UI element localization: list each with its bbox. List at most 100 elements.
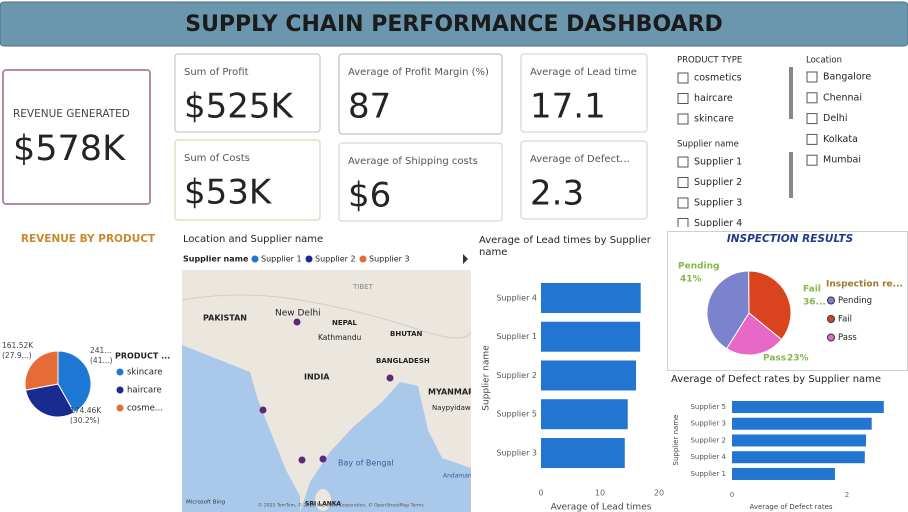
legend-marker [116, 368, 124, 376]
slicer-item: Bangalore [823, 72, 871, 83]
chart-title: Average of Defect rates by Supplier name [671, 374, 881, 385]
kpi-label: Average of Shipping costs [348, 156, 478, 167]
checkbox[interactable] [677, 93, 689, 104]
slice-name: Fail [803, 285, 821, 295]
slicer-item: Kolkata [823, 134, 858, 145]
slicer-item: skincare [694, 114, 734, 125]
kpi-card [174, 139, 321, 221]
checkbox[interactable] [806, 133, 818, 145]
bar [732, 400, 884, 413]
slicer-item: haircare [694, 93, 733, 104]
map-labels: PAKISTAN New Delhi NEPAL TIBET Kathmandu BHUT… [186, 283, 471, 509]
data-label: 23% [787, 354, 809, 364]
map-label: BHUTAN [390, 330, 423, 338]
kpi-value: $6 [348, 176, 391, 216]
legend-marker [827, 296, 835, 305]
x-tick-label: 20 [654, 489, 664, 498]
map-label: © 2025 TomTom, © 2025 Microsoft Corporat… [258, 502, 425, 509]
kpi-value: 87 [348, 87, 391, 127]
y-tick-label: Supplier 3 [690, 420, 726, 428]
legend-marker [116, 386, 124, 394]
legend-entry: Fail [838, 315, 852, 325]
checkbox[interactable] [677, 218, 689, 229]
slicer-item: cosmetics [694, 73, 742, 84]
data-label: 41% [680, 275, 702, 285]
slicer-panel [668, 48, 908, 227]
kpi-label: Average of Lead time [530, 67, 637, 78]
slicer-item: Chennai [823, 92, 862, 103]
legend-marker [827, 333, 835, 342]
slicer-item: Supplier 2 [694, 177, 742, 188]
slicer-title: Supplier name [677, 140, 739, 150]
kpi-label: Average of Defect… [530, 154, 630, 165]
x-tick-label: 10 [595, 489, 605, 498]
revenue-label: REVENUE GENERATED [13, 108, 130, 120]
x-axis-label: Average of Defect rates [749, 503, 832, 511]
checkbox[interactable] [806, 92, 818, 104]
legend-marker [827, 315, 835, 323]
checkbox[interactable] [806, 113, 818, 125]
checkbox[interactable] [806, 71, 818, 83]
slicer-title: Location [806, 56, 842, 66]
island [315, 489, 331, 511]
bar [732, 417, 872, 430]
map: PAKISTAN New Delhi NEPAL TIBET Kathmandu BHUT… [182, 270, 471, 512]
map-title: Location and Supplier name [183, 234, 323, 245]
map-label: PAKISTAN [203, 314, 247, 323]
kpi-card [520, 53, 648, 133]
kpi-label: Sum of Profit [184, 67, 249, 78]
map-label: SRI LANKA [305, 501, 341, 508]
revenue-card [2, 69, 151, 205]
kpi-label: Average of Profit Margin (%) [348, 67, 489, 78]
checkbox[interactable] [806, 154, 818, 166]
kpi-card [338, 142, 503, 222]
data-label: 241... (41...) [90, 346, 114, 365]
data-label: 174.46K (30.2%) [70, 406, 104, 425]
y-tick-label: Supplier 1 [690, 470, 726, 478]
slicer-item: Supplier 3 [694, 198, 742, 209]
data-label: 36... [803, 298, 826, 308]
checkbox[interactable] [677, 197, 689, 209]
bar [541, 282, 641, 313]
legend-entry: Supplier 1 [261, 255, 302, 264]
scrollbar [789, 67, 793, 119]
border [182, 294, 471, 339]
x-tick-label: 0 [730, 491, 734, 499]
checkbox[interactable] [677, 113, 689, 125]
checkbox[interactable] [677, 156, 689, 168]
y-tick-label: Supplier 4 [690, 453, 726, 461]
slice-name: Pass [763, 354, 786, 364]
sea [182, 345, 300, 512]
checkbox[interactable] [677, 177, 689, 188]
slicer-item: Mumbai [823, 155, 861, 166]
checkbox[interactable] [677, 72, 689, 84]
slicer-item: Supplier 4 [694, 218, 742, 229]
kpi-card [338, 53, 503, 135]
legend-entry: cosme... [127, 404, 163, 414]
x-axis-label: Average of Lead times [551, 503, 652, 512]
bar [541, 399, 628, 430]
map-label: INDIA [304, 373, 330, 382]
location-dot [319, 455, 327, 463]
pie-slice [57, 350, 92, 414]
pie-slice [24, 350, 59, 391]
slicer-title: PRODUCT TYPE [677, 56, 742, 66]
kpi-value: $53K [184, 173, 273, 213]
map-label: Microsoft Bing [186, 500, 225, 506]
sea [300, 382, 471, 512]
map-label: BANGLADESH [376, 357, 430, 365]
kpi-label: Sum of Costs [184, 153, 250, 164]
y-tick-label: Supplier 4 [496, 293, 537, 302]
y-tick-label: Supplier 2 [690, 436, 726, 444]
bar [541, 360, 636, 391]
chart-title: INSPECTION RESULTS [727, 233, 853, 245]
legend-marker [305, 255, 313, 263]
legend-entry: Supplier 3 [369, 255, 410, 264]
x-tick-label: 2 [845, 491, 849, 499]
legend-arrow [463, 254, 468, 264]
map-label: Kathmandu [318, 333, 361, 342]
legend-entry: haircare [127, 386, 162, 396]
location-dot [386, 374, 394, 382]
bar [732, 451, 865, 464]
